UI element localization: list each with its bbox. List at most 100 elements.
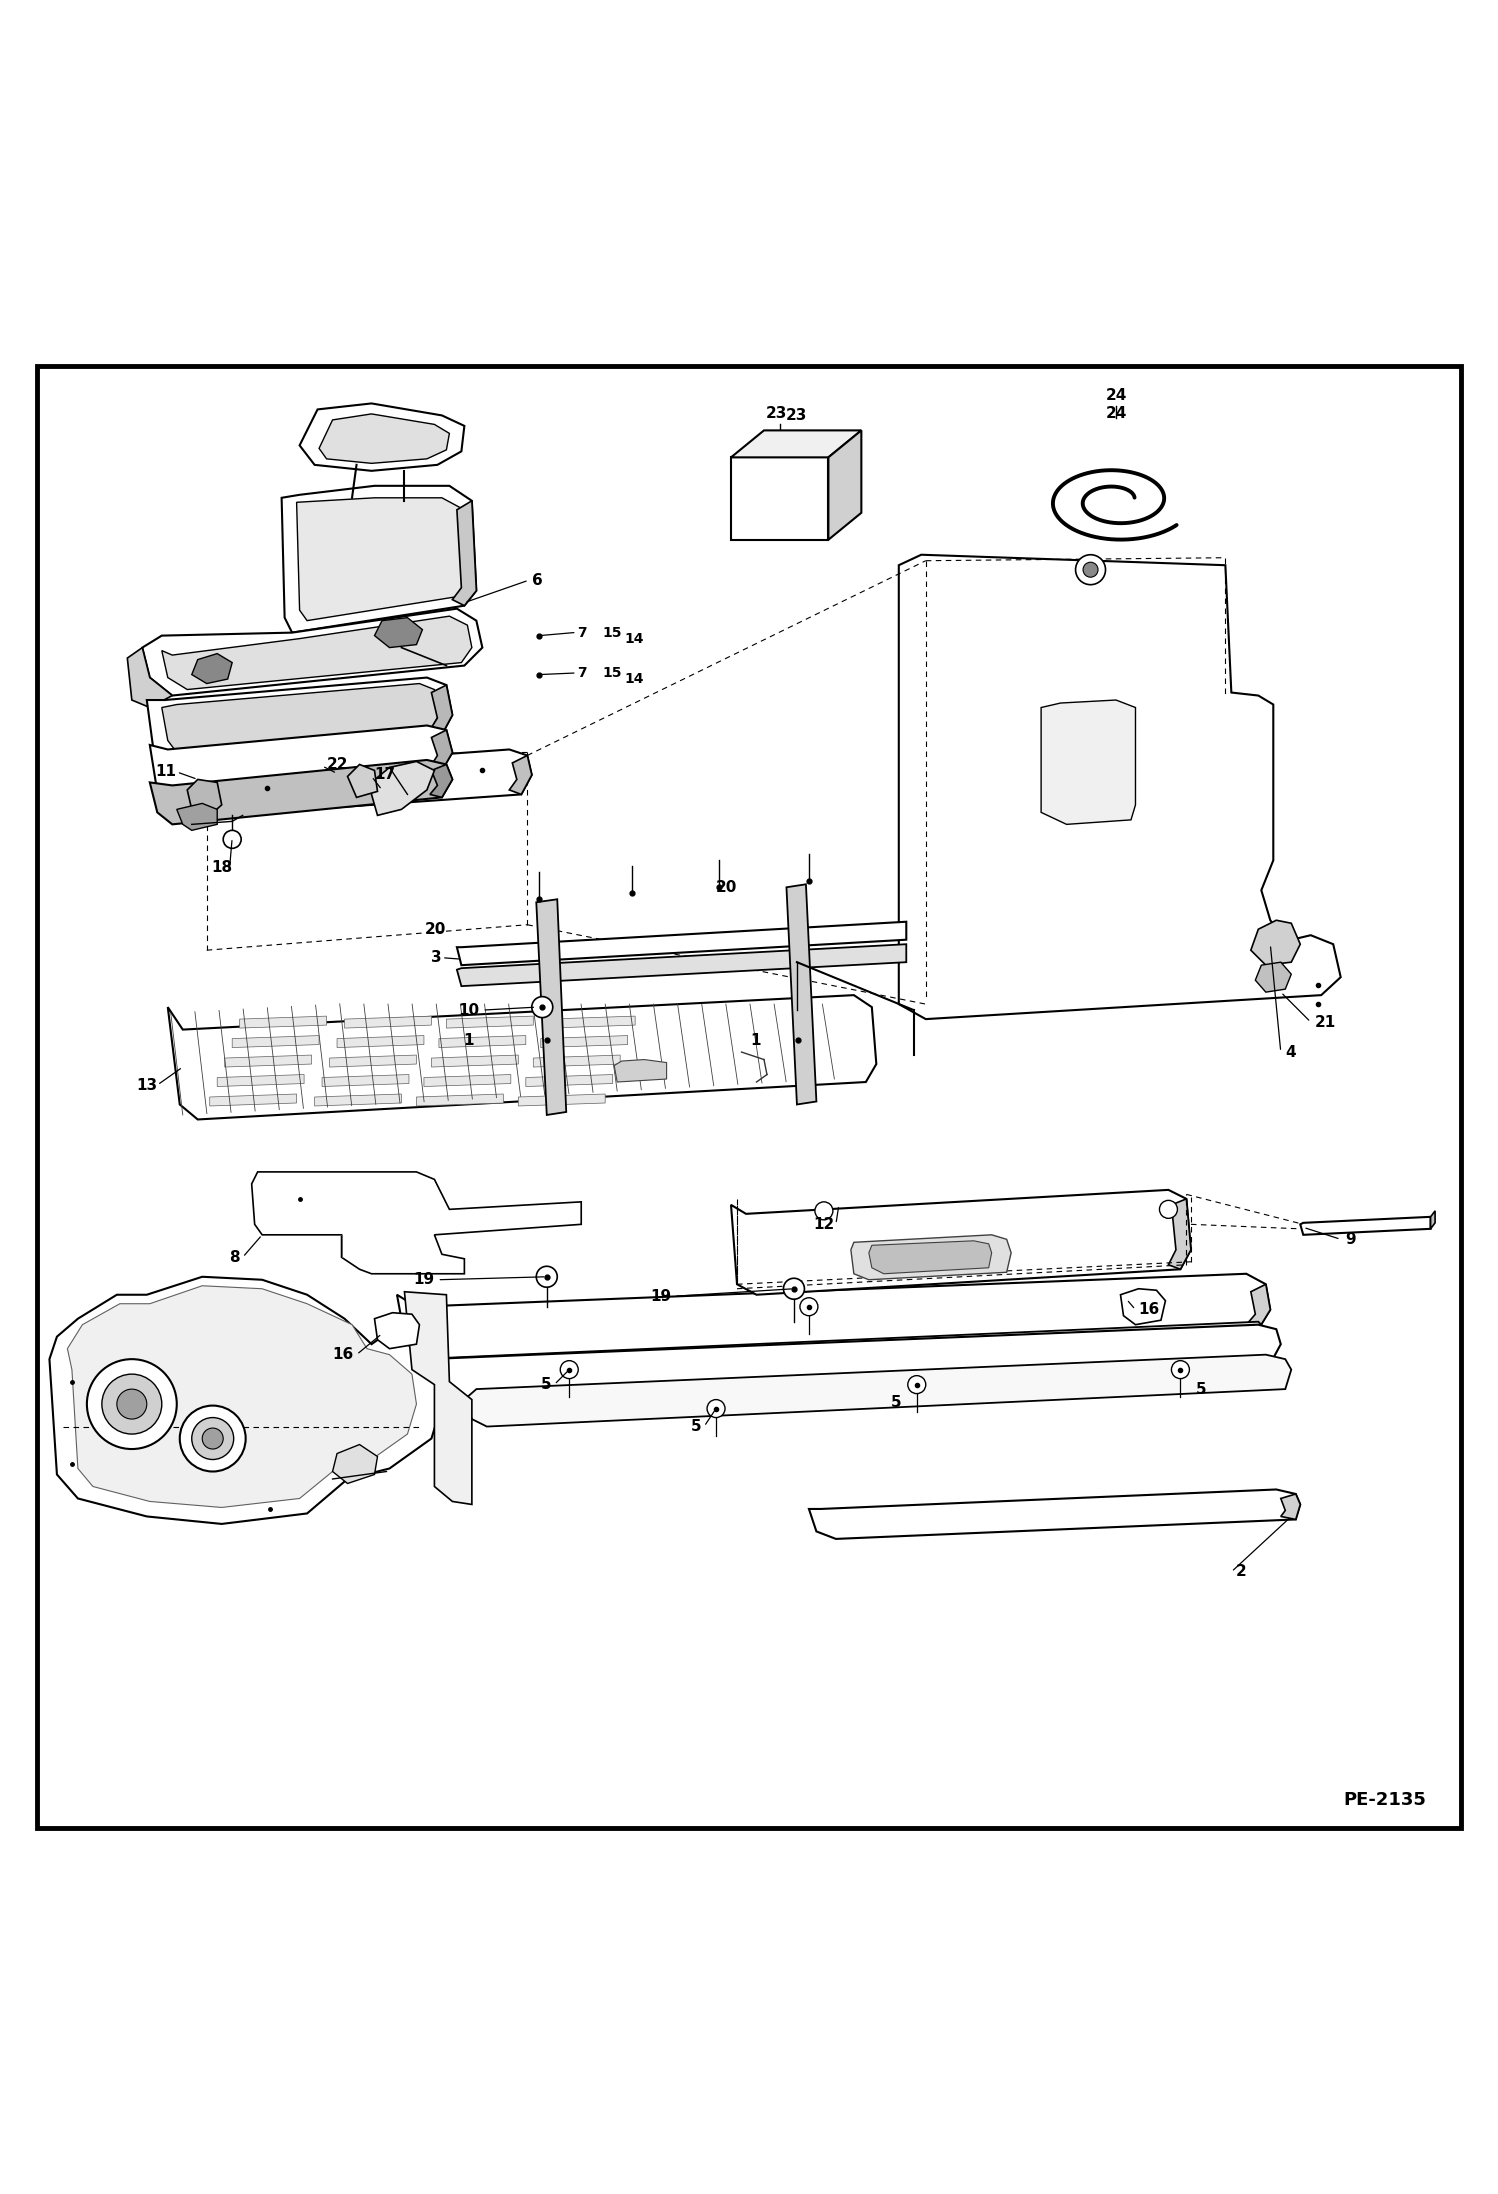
Text: 3: 3 — [431, 950, 442, 965]
Polygon shape — [397, 1275, 1270, 1367]
Text: 5: 5 — [691, 1420, 701, 1435]
Polygon shape — [337, 1036, 424, 1047]
Polygon shape — [412, 1325, 1281, 1400]
Circle shape — [202, 1428, 223, 1448]
Text: 17: 17 — [374, 768, 395, 783]
Polygon shape — [232, 1036, 319, 1047]
Polygon shape — [282, 485, 476, 632]
Polygon shape — [330, 1055, 416, 1066]
Polygon shape — [333, 1444, 377, 1483]
Polygon shape — [297, 498, 464, 621]
Text: 1: 1 — [750, 1033, 761, 1047]
Circle shape — [560, 1360, 578, 1378]
Polygon shape — [464, 1354, 1291, 1426]
Circle shape — [783, 1279, 804, 1299]
Circle shape — [815, 1202, 833, 1220]
Circle shape — [192, 1417, 234, 1459]
Polygon shape — [851, 1235, 1011, 1279]
Text: 20: 20 — [716, 880, 737, 895]
Circle shape — [117, 1389, 147, 1420]
Polygon shape — [142, 608, 482, 695]
Polygon shape — [809, 1490, 1300, 1538]
Polygon shape — [177, 803, 217, 829]
Polygon shape — [869, 1242, 992, 1275]
Text: 22: 22 — [327, 757, 348, 772]
Text: 16: 16 — [1138, 1303, 1159, 1316]
Text: 11: 11 — [156, 764, 177, 779]
Polygon shape — [374, 619, 422, 647]
Polygon shape — [162, 617, 472, 689]
Text: 8: 8 — [229, 1251, 240, 1264]
Polygon shape — [1121, 1288, 1165, 1325]
Text: 19: 19 — [650, 1288, 671, 1303]
Polygon shape — [541, 1036, 628, 1047]
Polygon shape — [225, 1055, 312, 1066]
Text: 1: 1 — [463, 1033, 473, 1047]
Polygon shape — [322, 1075, 409, 1086]
Polygon shape — [198, 750, 532, 816]
Polygon shape — [509, 755, 532, 794]
Polygon shape — [49, 1277, 442, 1525]
Text: 14: 14 — [625, 632, 644, 645]
Polygon shape — [187, 779, 222, 816]
Polygon shape — [319, 415, 449, 463]
Text: 13: 13 — [136, 1077, 157, 1093]
Polygon shape — [431, 1055, 518, 1066]
Circle shape — [102, 1373, 162, 1435]
Polygon shape — [424, 1075, 511, 1086]
Polygon shape — [430, 685, 452, 735]
Text: 12: 12 — [813, 1218, 834, 1231]
Polygon shape — [457, 921, 906, 965]
Polygon shape — [348, 764, 377, 796]
Polygon shape — [1300, 1218, 1431, 1235]
Polygon shape — [828, 430, 861, 540]
Polygon shape — [430, 764, 452, 796]
Polygon shape — [162, 685, 440, 753]
Polygon shape — [439, 1036, 526, 1047]
Polygon shape — [374, 1312, 419, 1349]
Polygon shape — [397, 1321, 1266, 1384]
Circle shape — [536, 1266, 557, 1288]
Polygon shape — [345, 1016, 431, 1029]
Polygon shape — [446, 1016, 533, 1029]
Circle shape — [1076, 555, 1106, 584]
Polygon shape — [147, 678, 452, 759]
Text: 4: 4 — [1285, 1044, 1296, 1060]
Polygon shape — [899, 555, 1341, 1018]
Text: 24: 24 — [1106, 388, 1126, 404]
Polygon shape — [1281, 1494, 1300, 1520]
Text: 16: 16 — [333, 1347, 354, 1362]
Polygon shape — [300, 404, 464, 472]
Polygon shape — [252, 1172, 581, 1275]
Polygon shape — [217, 1075, 304, 1086]
Text: 7: 7 — [577, 625, 586, 641]
Circle shape — [223, 829, 241, 849]
Polygon shape — [1168, 1198, 1191, 1270]
Polygon shape — [404, 1292, 472, 1505]
Text: 7: 7 — [577, 667, 586, 680]
Polygon shape — [37, 366, 1461, 1828]
Text: 15: 15 — [602, 625, 622, 641]
Circle shape — [87, 1358, 177, 1448]
Polygon shape — [548, 1016, 635, 1029]
Polygon shape — [533, 1055, 620, 1066]
Polygon shape — [457, 943, 906, 985]
Polygon shape — [372, 761, 434, 816]
Text: 20: 20 — [425, 921, 446, 937]
Text: 2: 2 — [1236, 1564, 1246, 1580]
Polygon shape — [150, 759, 452, 825]
Text: 5: 5 — [541, 1378, 551, 1393]
Polygon shape — [1246, 1283, 1270, 1330]
Circle shape — [1159, 1200, 1177, 1218]
Polygon shape — [240, 1016, 327, 1029]
Polygon shape — [1255, 963, 1291, 992]
Circle shape — [707, 1400, 725, 1417]
Polygon shape — [416, 1095, 503, 1106]
Text: 6: 6 — [532, 573, 542, 588]
Circle shape — [800, 1297, 818, 1316]
Polygon shape — [526, 1075, 613, 1086]
Polygon shape — [210, 1095, 297, 1106]
Polygon shape — [315, 1095, 401, 1106]
Polygon shape — [1041, 700, 1135, 825]
Text: 10: 10 — [458, 1003, 479, 1018]
